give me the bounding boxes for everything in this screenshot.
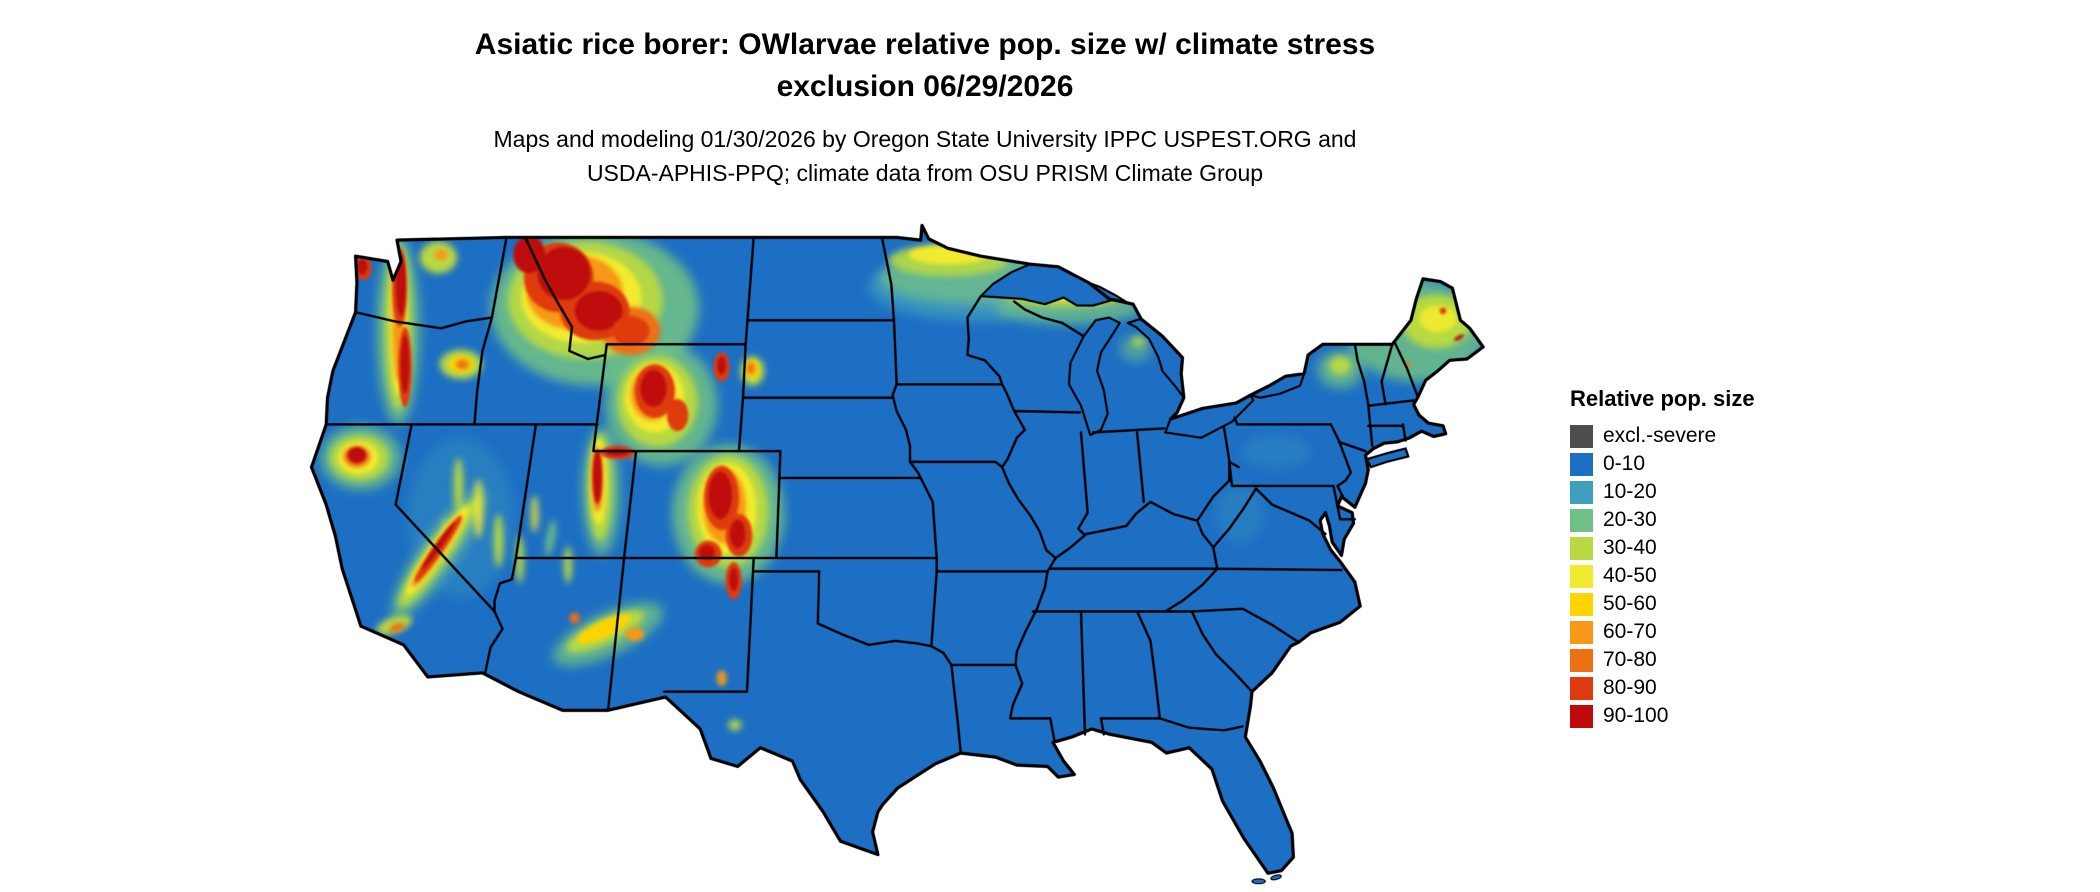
legend-swatch-30-40 xyxy=(1570,536,1593,560)
legend-label: excl.-severe xyxy=(1603,424,1717,447)
legend-label: 30-40 xyxy=(1603,536,1657,559)
legend-label: 90-100 xyxy=(1603,704,1669,727)
legend-swatch-10-20 xyxy=(1570,480,1593,504)
page-title-line1: Asiatic rice borer: OWlarvae relative po… xyxy=(474,28,1376,61)
legend-row: 80-90 xyxy=(1570,674,1755,702)
map-header: Asiatic rice borer: OWlarvae relative po… xyxy=(0,24,1850,190)
page-subtitle: Maps and modeling 01/30/2026 by Oregon S… xyxy=(0,122,1850,190)
state-borders xyxy=(324,236,1419,755)
lake-superior xyxy=(979,263,1129,307)
legend-label: 80-90 xyxy=(1603,676,1657,699)
great-lakes xyxy=(979,263,1306,439)
legend-swatch-50-60 xyxy=(1570,592,1593,616)
legend-row: 40-50 xyxy=(1570,562,1755,590)
legend-row: 10-20 xyxy=(1570,478,1755,506)
page-subtitle-line2: USDA-APHIS-PPQ; climate data from OSU PR… xyxy=(586,160,1264,186)
legend-swatch-excl-severe xyxy=(1570,424,1593,448)
legend-swatch-20-30 xyxy=(1570,508,1593,532)
legend-swatch-90-100 xyxy=(1570,704,1593,728)
legend-row: 50-60 xyxy=(1570,590,1755,618)
legend: Relative pop. size excl.-severe 0-10 10-… xyxy=(1570,386,1755,730)
terrain-red-layer xyxy=(347,236,1464,600)
legend-row: 90-100 xyxy=(1570,702,1755,730)
legend-label: 40-50 xyxy=(1603,564,1657,587)
legend-label: 20-30 xyxy=(1603,508,1657,531)
legend-label: 50-60 xyxy=(1603,592,1657,615)
legend-label: 70-80 xyxy=(1603,648,1657,671)
legend-swatch-80-90 xyxy=(1570,676,1593,700)
legend-swatch-70-80 xyxy=(1570,648,1593,672)
legend-row: 60-70 xyxy=(1570,618,1755,646)
legend-label: 0-10 xyxy=(1603,452,1646,475)
florida-keys xyxy=(1251,874,1282,885)
legend-row: 20-30 xyxy=(1570,506,1755,534)
legend-label: 60-70 xyxy=(1603,620,1657,643)
legend-title: Relative pop. size xyxy=(1570,386,1755,411)
lake-michigan xyxy=(1067,316,1121,437)
long-island xyxy=(1365,447,1410,469)
legend-row: 30-40 xyxy=(1570,534,1755,562)
us-map-container xyxy=(304,204,1540,888)
legend-row: excl.-severe xyxy=(1570,422,1755,450)
legend-label: 10-20 xyxy=(1603,480,1657,503)
page-title-line2: exclusion 06/29/2026 xyxy=(776,70,1074,103)
legend-swatch-0-10 xyxy=(1570,452,1593,476)
legend-row: 70-80 xyxy=(1570,646,1755,674)
legend-swatch-40-50 xyxy=(1570,564,1593,588)
legend-swatch-60-70 xyxy=(1570,620,1593,644)
population-raster-overlay xyxy=(320,230,1484,731)
page-subtitle-line1: Maps and modeling 01/30/2026 by Oregon S… xyxy=(493,126,1357,152)
us-map xyxy=(309,223,1485,885)
legend-row: 0-10 xyxy=(1570,450,1755,478)
